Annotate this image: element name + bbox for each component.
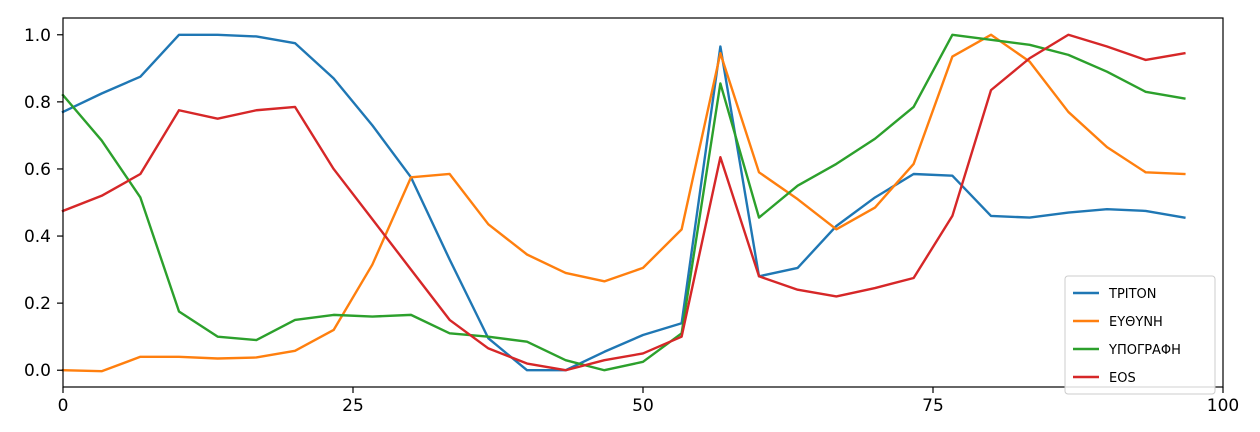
x-tick-label: 75 [922,396,944,416]
x-tick-label: 100 [1207,396,1239,416]
y-tick-label: 0.6 [24,160,51,180]
y-tick-label: 1.0 [24,26,51,46]
legend-label: ΤΡΙΤΟΝ [1108,287,1157,302]
legend: ΤΡΙΤΟΝ ΕΥΘΥΝΗ ΥΠΟΓΡΑΦΗ EOS [1065,276,1215,394]
x-tick-label: 50 [632,396,654,416]
y-tick-label: 0.4 [24,227,51,247]
x-tick-label: 25 [342,396,364,416]
x-tick-label: 0 [58,396,69,416]
legend-label: ΕΥΘΥΝΗ [1109,315,1163,330]
legend-label: ΥΠΟΓΡΑΦΗ [1108,343,1181,358]
y-tick-label: 0.8 [24,93,51,113]
y-tick-label: 0.0 [24,361,51,381]
y-tick-label: 0.2 [24,294,51,314]
legend-label: EOS [1109,371,1136,386]
